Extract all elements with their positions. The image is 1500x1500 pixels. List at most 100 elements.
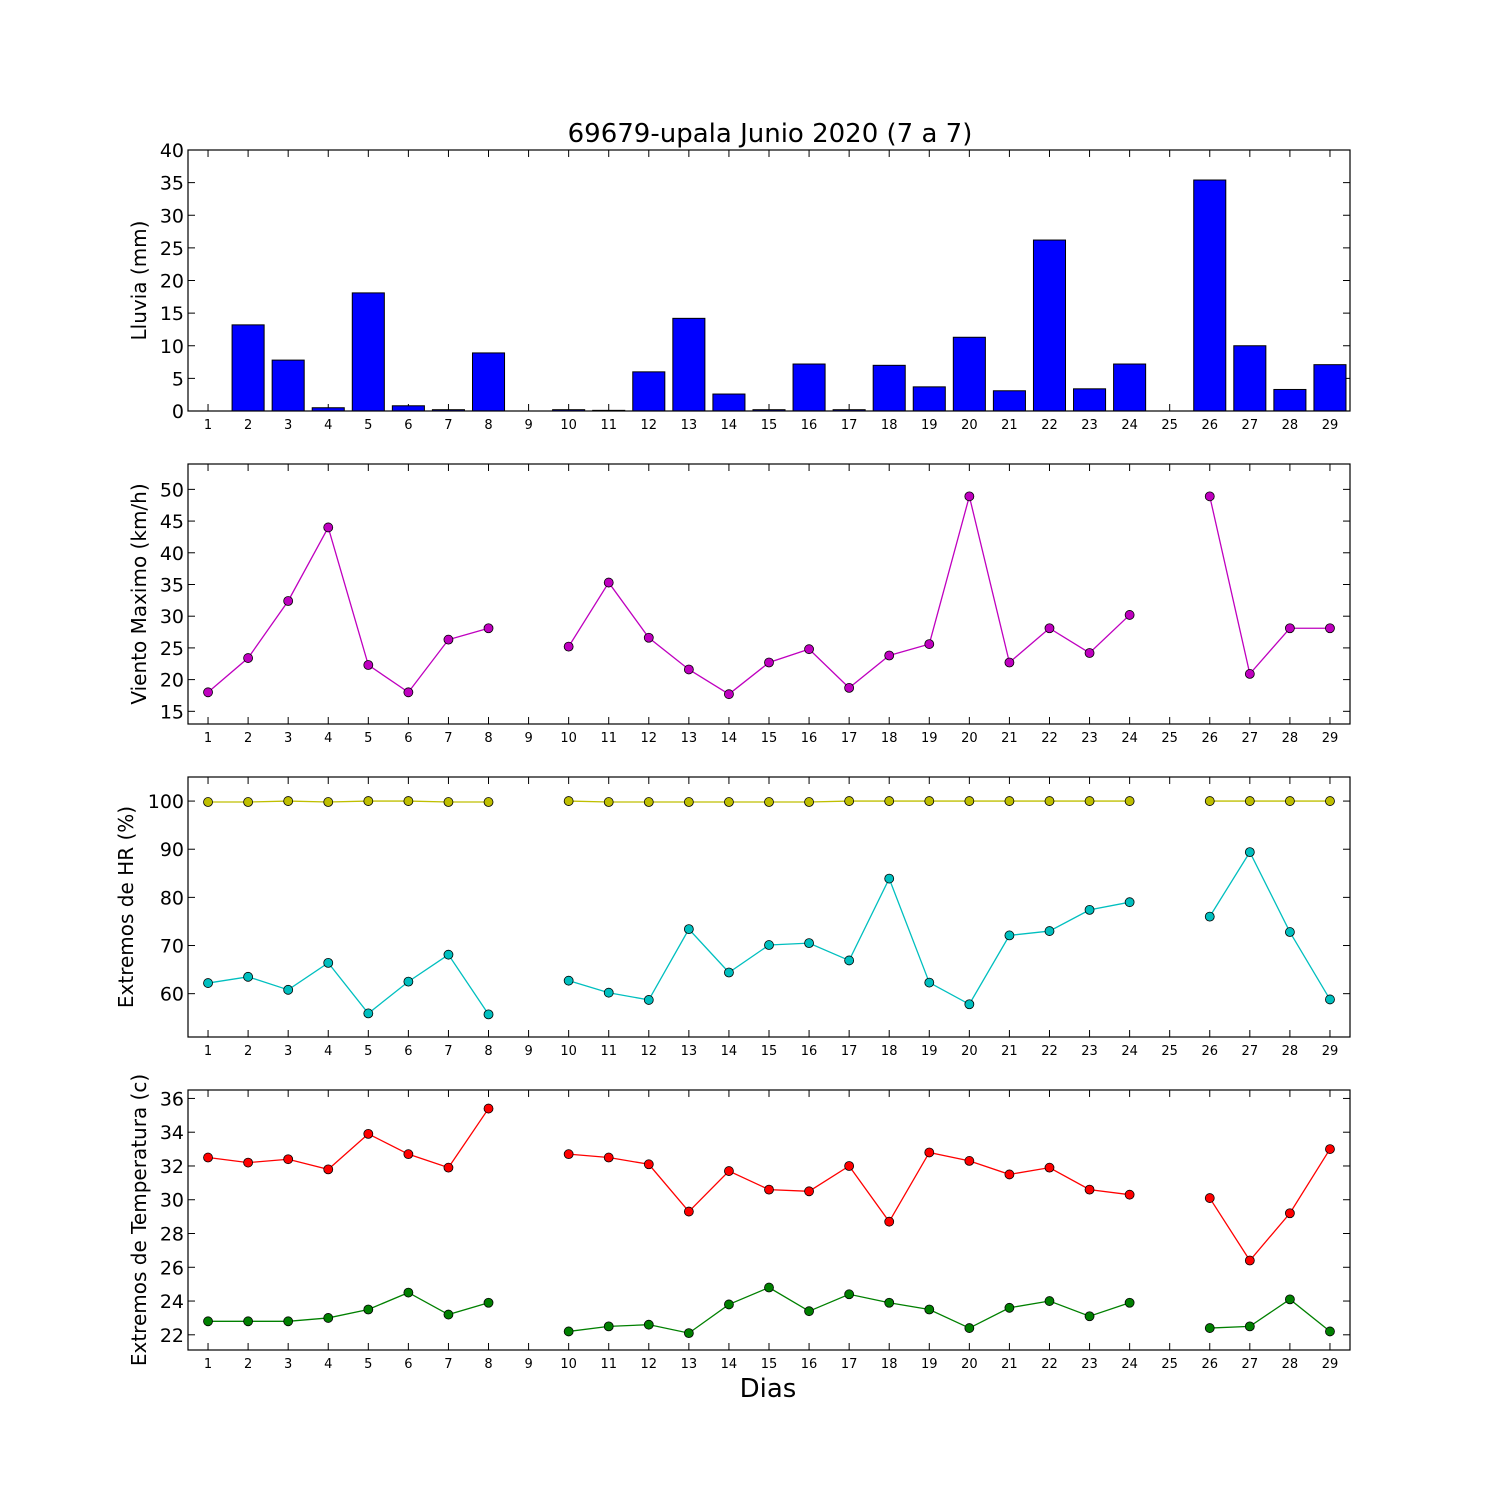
data-point xyxy=(443,949,454,960)
data-point xyxy=(1244,847,1255,858)
data-point xyxy=(724,967,734,978)
x-tick-label: 17 xyxy=(841,1044,858,1059)
y-tick-label: 22 xyxy=(160,1325,184,1347)
y-tick-label: 30 xyxy=(160,205,184,227)
data-point xyxy=(483,797,494,807)
data-point xyxy=(683,924,694,935)
data-point xyxy=(283,796,294,806)
data-point xyxy=(683,664,694,675)
x-tick-label: 25 xyxy=(1161,1044,1178,1059)
y-tick-label: 30 xyxy=(160,606,184,628)
data-point xyxy=(1244,1321,1255,1332)
x-tick-label: 15 xyxy=(761,418,778,433)
x-tick-label: 6 xyxy=(404,1044,412,1059)
x-tick-label: 20 xyxy=(961,731,978,746)
rain-bar xyxy=(351,292,385,412)
x-tick-label: 21 xyxy=(1001,1044,1018,1059)
data-point xyxy=(563,796,574,806)
data-point xyxy=(203,1152,213,1163)
data-point xyxy=(403,1287,414,1298)
rain-bar xyxy=(712,393,746,412)
rain-bar xyxy=(391,405,425,412)
y-tick-label: 34 xyxy=(160,1122,184,1144)
data-point xyxy=(1204,1323,1215,1333)
x-tick-label: 3 xyxy=(284,1357,292,1372)
data-point xyxy=(844,1289,855,1300)
data-point xyxy=(1044,1162,1055,1173)
data-point xyxy=(323,522,334,533)
data-point xyxy=(323,1164,334,1175)
data-point xyxy=(764,1282,774,1293)
data-point xyxy=(243,653,254,663)
data-point xyxy=(563,641,574,652)
data-point xyxy=(1004,930,1015,941)
data-point xyxy=(483,1009,494,1020)
x-tick-label: 12 xyxy=(641,731,658,746)
data-point xyxy=(1325,623,1335,634)
x-tick-label: 10 xyxy=(560,418,577,433)
x-tick-label: 25 xyxy=(1161,731,1178,746)
data-point xyxy=(563,1326,574,1337)
y-tick-label: 32 xyxy=(160,1156,184,1178)
data-point xyxy=(403,976,414,987)
series-line xyxy=(207,1108,490,1171)
data-point xyxy=(804,1186,814,1197)
y-axis-label: Extremos de HR (%) xyxy=(114,806,138,1008)
series-line xyxy=(1209,1298,1331,1332)
data-point xyxy=(203,797,213,807)
x-tick-label: 3 xyxy=(284,418,292,433)
x-tick-label: 18 xyxy=(881,1044,898,1059)
x-tick-label: 10 xyxy=(560,1357,577,1372)
data-point xyxy=(964,796,975,806)
data-point xyxy=(1244,796,1255,806)
y-tick-label: 45 xyxy=(160,511,184,533)
y-tick-label: 40 xyxy=(160,140,184,162)
data-point xyxy=(203,1316,213,1327)
rain-bar xyxy=(231,324,265,412)
data-point xyxy=(1084,648,1095,658)
y-axis-label: Extremos de Temperatura (c) xyxy=(127,1074,151,1366)
x-tick-label: 8 xyxy=(484,1044,492,1059)
data-point xyxy=(724,797,734,807)
rain-bar xyxy=(1193,179,1227,412)
rain-bar xyxy=(792,363,826,412)
data-point xyxy=(683,1328,694,1339)
y-tick-label: 60 xyxy=(160,984,184,1006)
x-tick-label: 27 xyxy=(1242,1357,1259,1372)
x-tick-label: 9 xyxy=(524,418,532,433)
y-tick-label: 15 xyxy=(160,701,184,723)
series-line xyxy=(1209,1148,1331,1262)
x-tick-label: 26 xyxy=(1201,1044,1218,1059)
x-tick-label: 23 xyxy=(1081,418,1098,433)
data-point xyxy=(884,796,895,806)
x-tick-label: 28 xyxy=(1282,418,1299,433)
data-point xyxy=(884,873,895,884)
rain-bar xyxy=(1032,239,1067,412)
x-tick-label: 5 xyxy=(364,731,372,746)
x-tick-label: 21 xyxy=(1001,1357,1018,1372)
data-point xyxy=(363,796,374,806)
data-point xyxy=(363,660,374,670)
x-tick-label: 2 xyxy=(244,1044,252,1059)
data-point xyxy=(443,1309,454,1320)
x-tick-label: 11 xyxy=(600,418,617,433)
rain-bar xyxy=(872,364,906,412)
rain-bar xyxy=(952,336,986,412)
x-tick-label: 11 xyxy=(600,731,617,746)
x-tick-label: 16 xyxy=(801,731,818,746)
figure-title: 69679-upala Junio 2020 (7 a 7) xyxy=(568,119,973,149)
x-tick-label: 20 xyxy=(961,1044,978,1059)
data-point xyxy=(643,1319,654,1330)
data-point xyxy=(603,1152,614,1163)
data-point xyxy=(603,1321,614,1332)
data-point xyxy=(1044,926,1055,936)
x-tick-label: 19 xyxy=(921,1357,938,1372)
data-point xyxy=(363,1304,374,1315)
x-tick-label: 5 xyxy=(364,418,372,433)
rain-bar xyxy=(1073,388,1107,412)
x-tick-label: 22 xyxy=(1041,1044,1058,1059)
data-point xyxy=(1004,657,1015,668)
data-point xyxy=(1284,1294,1295,1305)
